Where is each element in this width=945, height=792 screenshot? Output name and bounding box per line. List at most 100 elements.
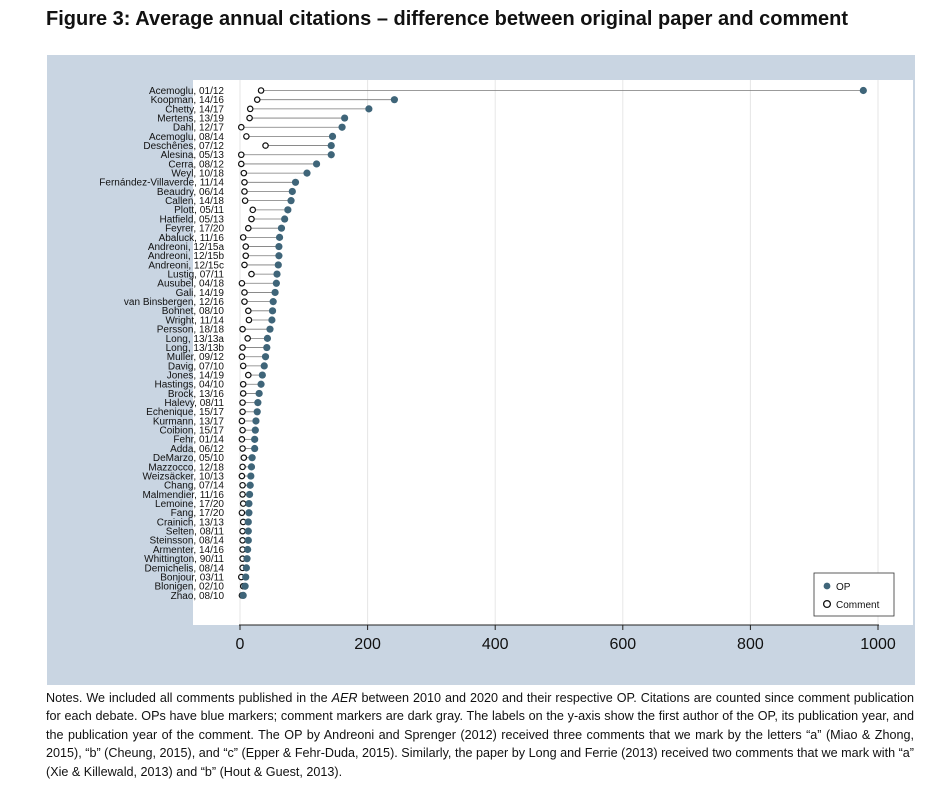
y-label: Armenter, 14/16	[153, 545, 225, 556]
row-43: Weizsäcker, 10/13	[142, 471, 255, 482]
row-3: Chetty, 14/17	[165, 104, 373, 115]
row-37: Kurmann, 13/17	[153, 416, 260, 427]
op-marker	[263, 334, 272, 342]
row-17: Abaluck, 11/16	[159, 233, 284, 244]
comment-marker	[239, 399, 246, 406]
y-label: Lustig, 07/11	[167, 270, 224, 281]
row-25: Bohnet, 08/10	[162, 306, 277, 317]
y-label: Bohnet, 08/10	[162, 306, 225, 317]
y-label: Fang, 17/20	[171, 508, 225, 519]
op-marker	[239, 591, 247, 600]
op-marker	[275, 242, 283, 251]
y-label: Crainich, 13/13	[157, 517, 225, 528]
op-marker	[272, 279, 280, 287]
row-53: Demichelis, 08/14	[145, 563, 250, 574]
comment-marker	[239, 527, 246, 535]
row-35: Halevy, 08/11	[164, 398, 262, 409]
figure-notes: Notes. We included all comments publishe…	[46, 689, 914, 781]
op-marker	[254, 399, 262, 407]
op-marker	[291, 178, 300, 186]
comment-marker	[241, 197, 249, 204]
op-marker	[245, 490, 254, 499]
row-52: Whittington, 90/11	[144, 554, 251, 565]
comment-marker	[248, 215, 255, 223]
row-28: Long, 13/13a	[166, 334, 272, 345]
y-label: Koopman, 14/16	[151, 95, 225, 106]
row-27: Persson, 18/18	[157, 325, 274, 336]
comment-marker	[262, 142, 269, 149]
comment-marker	[238, 436, 246, 443]
y-label: Mertens, 13/19	[157, 113, 224, 124]
y-label: Adda, 06/12	[170, 444, 224, 455]
comment-marker	[239, 362, 247, 370]
comment-marker	[242, 252, 250, 260]
comment-marker	[244, 224, 252, 232]
grid-lines	[239, 80, 879, 625]
comment-marker	[239, 234, 247, 241]
comment-marker	[239, 408, 246, 416]
op-marker	[243, 555, 251, 563]
comment-marker	[241, 289, 248, 296]
row-33: Hastings, 04/10	[155, 380, 265, 391]
y-label: Weyl, 10/18	[171, 169, 224, 180]
y-label: Acemoglu, 01/12	[149, 86, 224, 97]
y-label: Steinsson, 08/14	[150, 536, 225, 547]
figure-title: Figure 3: Average annual citations – dif…	[46, 8, 849, 30]
comment-marker	[243, 133, 250, 140]
legend-comment-marker	[822, 599, 832, 609]
row-23: Gali, 14/19	[176, 288, 279, 299]
y-label: Feyrer, 17/20	[165, 224, 224, 235]
x-tick-label-2: 400	[482, 636, 509, 653]
plot-area	[193, 80, 913, 625]
y-label: Blonigen, 02/10	[154, 582, 224, 593]
row-12: Beaudry, 06/14	[157, 187, 296, 198]
op-marker	[253, 408, 261, 416]
comment-marker	[239, 537, 246, 544]
y-label: Long, 13/13a	[166, 334, 225, 345]
op-marker	[242, 573, 250, 581]
row-56: Zhao, 08/10	[171, 591, 247, 602]
row-49: Selten, 08/11	[166, 527, 252, 538]
row-26: Wright, 11/14	[165, 315, 276, 326]
op-marker	[261, 353, 270, 361]
row-16: Feyrer, 17/20	[165, 224, 286, 235]
legend-box	[813, 572, 895, 617]
comment-marker	[238, 353, 246, 361]
comment-marker	[238, 472, 246, 480]
comment-marker	[242, 243, 250, 250]
op-marker	[859, 86, 867, 95]
row-18: Andreoni, 12/15a	[148, 242, 283, 253]
row-38: Coibion, 15/17	[160, 426, 259, 437]
op-marker	[247, 463, 256, 471]
y-label: Chetty, 14/17	[165, 104, 224, 115]
y-label: Mazzocco, 12/18	[148, 462, 224, 473]
comment-marker	[239, 445, 246, 452]
op-marker	[257, 380, 265, 388]
row-31: Davig, 07/10	[168, 361, 268, 372]
op-marker	[245, 509, 253, 517]
op-marker	[288, 187, 296, 196]
comment-marker	[239, 491, 246, 498]
op-marker	[247, 472, 255, 480]
op-marker	[390, 96, 398, 104]
row-47: Fang, 17/20	[171, 508, 253, 519]
y-label: Brock, 13/16	[168, 389, 225, 400]
comment-marker	[246, 114, 253, 122]
comment-marker	[237, 123, 245, 131]
op-marker	[251, 444, 259, 453]
y-label: Alesina, 05/13	[161, 150, 225, 161]
y-label: Acemoglu, 08/14	[149, 132, 224, 143]
row-34: Brock, 13/16	[168, 389, 263, 400]
x-tick-label-3: 600	[609, 636, 636, 653]
y-label: Whittington, 90/11	[144, 554, 224, 565]
op-marker	[251, 426, 259, 434]
row-9: Cerra, 08/12	[168, 159, 321, 170]
y-label: Gali, 14/19	[176, 288, 225, 299]
y-label: Lemoine, 17/20	[155, 499, 224, 510]
y-label: Kurmann, 13/17	[153, 416, 225, 427]
op-marker	[258, 371, 266, 379]
op-marker	[341, 114, 349, 122]
comment-marker	[248, 270, 255, 278]
op-marker	[268, 316, 276, 324]
op-marker	[328, 132, 337, 140]
